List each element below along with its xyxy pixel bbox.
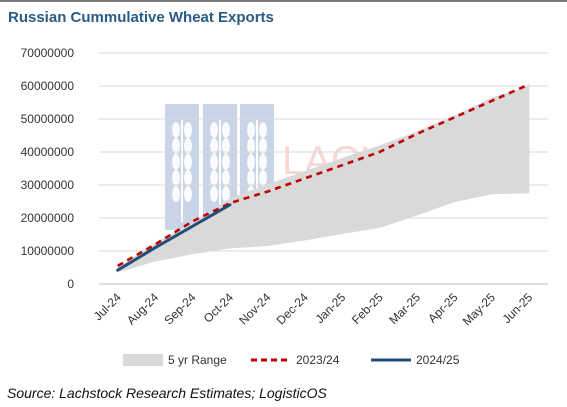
- y-axis-ticks: 0 10000000 20000000 30000000 40000000 5000000…: [21, 46, 75, 291]
- wheat-grain-icon: [247, 122, 255, 138]
- lines-layer: [116, 83, 530, 272]
- legend-label: 5 yr Range: [168, 353, 227, 367]
- chart-plot: LACHSTOCK 010000000200000003000000040000…: [21, 46, 548, 367]
- wheat-grain-icon: [184, 170, 192, 186]
- wheat-grain-icon: [247, 154, 255, 170]
- y-tick-label: 20000000: [21, 211, 75, 225]
- x-tick-label: May-25: [460, 290, 498, 328]
- wheat-grain-icon: [172, 122, 180, 138]
- wheat-grain-icon: [222, 170, 230, 186]
- y-tick-label: 10000000: [21, 244, 75, 258]
- source-note: Source: Lachstock Research Estimates; Lo…: [7, 385, 327, 401]
- x-tick-label: Jul-24: [91, 290, 124, 323]
- wheat-grain-icon: [210, 122, 218, 138]
- x-tick-label: Jan-25: [312, 290, 348, 326]
- y-tick-label: 70000000: [21, 46, 75, 60]
- x-tick-label: Sep-24: [161, 290, 198, 327]
- legend-swatch-range: [123, 354, 163, 366]
- legend-label: 2024/25: [416, 353, 460, 367]
- wheat-grain-icon: [222, 154, 230, 170]
- x-tick-label: Apr-25: [425, 290, 461, 326]
- y-tick-label: 40000000: [21, 145, 75, 159]
- wheat-grain-icon: [222, 138, 230, 154]
- wheat-grain-icon: [259, 122, 267, 138]
- series-line-2: [116, 203, 232, 272]
- gridlines: [99, 52, 548, 252]
- wheat-grain-icon: [172, 170, 180, 186]
- x-tick-label: Aug-24: [124, 290, 161, 327]
- x-tick-label: Oct-24: [201, 290, 237, 326]
- series-line-1: [117, 83, 530, 267]
- wheat-grain-icon: [210, 138, 218, 154]
- wheat-grain-icon: [259, 138, 267, 154]
- wheat-grain-icon: [222, 122, 230, 138]
- wheat-grain-icon: [247, 170, 255, 186]
- x-tick-label: Nov-24: [236, 290, 273, 327]
- wheat-grain-icon: [184, 138, 192, 154]
- wheat-grain-icon: [184, 186, 192, 202]
- wheat-grain-icon: [184, 154, 192, 170]
- x-tick-label: Mar-25: [386, 290, 423, 327]
- wheat-grain-icon: [210, 170, 218, 186]
- wheat-grain-icon: [172, 186, 180, 202]
- wheat-grain-icon: [259, 154, 267, 170]
- range-area-5yr: [117, 86, 530, 273]
- wheat-grain-icon: [210, 154, 218, 170]
- wheat-grain-icon: [247, 138, 255, 154]
- wheat-grain-icon: [184, 122, 192, 138]
- chart-title: Russian Cummulative Wheat Exports: [8, 9, 274, 26]
- y-tick-label: 30000000: [21, 178, 75, 192]
- wheat-grain-icon: [259, 170, 267, 186]
- y-tick-label: 60000000: [21, 79, 75, 93]
- wheat-grain-icon: [172, 138, 180, 154]
- x-axis-ticks: Jul-24 Aug-24 Sep-24 Oct-24 Nov-24 Dec-24 Jan-…: [91, 290, 536, 328]
- y-tick-label: 0: [67, 277, 74, 291]
- legend: 5 yr Range 2023/24 2024/25: [123, 353, 460, 367]
- y-tick-label: 50000000: [21, 112, 75, 126]
- x-tick-label: Dec-24: [274, 290, 311, 327]
- x-tick-label: Feb-25: [349, 290, 386, 327]
- wheat-grain-icon: [172, 154, 180, 170]
- range-area-layer: [117, 86, 530, 273]
- top-rule: [0, 0, 567, 2]
- wheat-grain-icon: [210, 186, 218, 202]
- wheat-grain-icon: [222, 186, 230, 202]
- legend-label: 2023/24: [296, 353, 340, 367]
- x-tick-label: Jun-25: [500, 290, 536, 326]
